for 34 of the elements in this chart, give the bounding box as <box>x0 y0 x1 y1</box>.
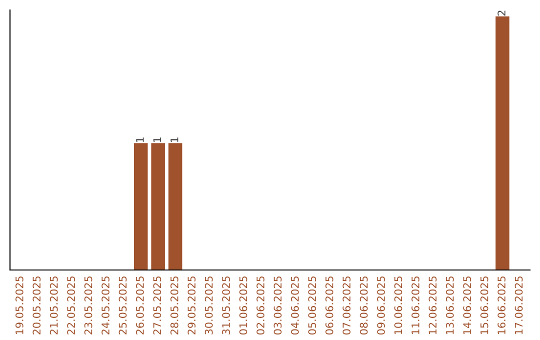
x-tick-label: 28.05.2025 <box>170 276 178 334</box>
x-tick-label: 14.06.2025 <box>463 276 472 334</box>
x-tick-label: 21.05.2025 <box>50 276 58 334</box>
data-label: 1 <box>170 138 178 142</box>
x-tick-label: 09.06.2025 <box>377 276 385 335</box>
x-tick-label: 24.05.2025 <box>102 276 110 334</box>
x-tick-label: 17.06.2025 <box>514 276 523 334</box>
x-tick-label: 05.06.2025 <box>308 276 316 335</box>
x-tick-label: 22.05.2025 <box>67 276 76 334</box>
x-tick-label: 06.06.2025 <box>325 276 334 335</box>
x-tick-label: 19.05.2025 <box>15 276 24 334</box>
x-tick-label: 11.06.2025 <box>412 276 420 334</box>
x-tick-label: 12.06.2025 <box>428 276 437 334</box>
x-tick-label: 26.05.2025 <box>136 276 144 334</box>
x-tick-label: 15.06.2025 <box>480 276 488 334</box>
x-tick-label: 23.05.2025 <box>84 276 92 334</box>
x-tick-label: 27.05.2025 <box>153 276 162 334</box>
x-tick-label: 02.06.2025 <box>256 276 264 335</box>
x-tick-label: 07.06.2025 <box>342 276 351 335</box>
data-label: 1 <box>136 138 144 142</box>
x-tick-label: 13.06.2025 <box>446 276 454 334</box>
data-label: 1 <box>153 138 161 142</box>
x-tick-label: 01.06.2025 <box>239 276 248 335</box>
x-tick-label: 20.05.2025 <box>32 276 41 334</box>
x-tick-label: 30.05.2025 <box>204 276 213 334</box>
data-label: 2 <box>498 10 506 16</box>
x-tick-label: 31.05.2025 <box>222 276 230 334</box>
x-tick-label: 04.06.2025 <box>290 276 299 335</box>
x-tick-label: 03.06.2025 <box>274 276 282 335</box>
x-tick-label: 16.06.2025 <box>498 276 506 334</box>
x-tick-label: 08.06.2025 <box>360 276 368 335</box>
x-tick-label: 25.05.2025 <box>118 276 127 334</box>
x-tick-label: 10.06.2025 <box>394 276 402 334</box>
x-tick-label: 29.05.2025 <box>188 276 196 334</box>
